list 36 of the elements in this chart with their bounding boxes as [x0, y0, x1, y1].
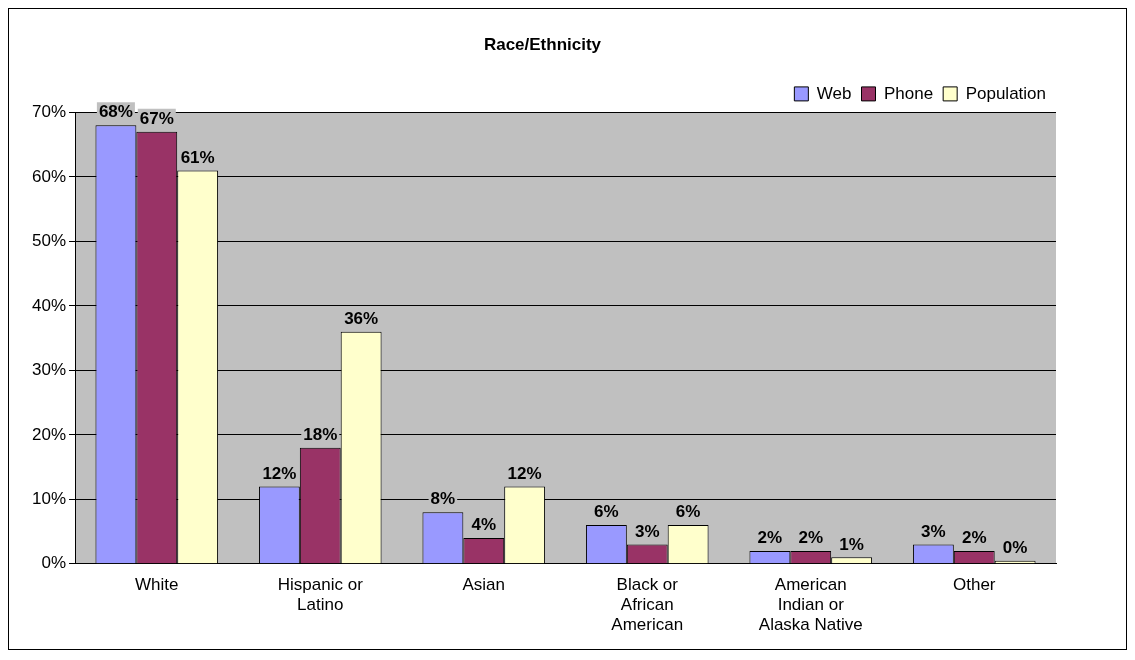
x-tick-label: White — [135, 574, 179, 594]
data-label: 6% — [594, 502, 619, 522]
legend-label: Phone — [884, 83, 934, 103]
data-label: 0% — [1002, 537, 1028, 557]
data-label: 36% — [344, 308, 379, 328]
data-label: 2% — [757, 528, 783, 548]
y-tick-label: 60% — [31, 166, 67, 186]
data-label: 3% — [921, 521, 946, 541]
data-label: 2% — [798, 528, 824, 548]
x-tick-label: American Indian or Alaska Native — [758, 574, 863, 635]
y-tick-label: 30% — [31, 360, 67, 380]
x-tick-label: Black or African American — [611, 574, 684, 635]
data-label: 67% — [139, 108, 174, 128]
data-label: 2% — [961, 528, 987, 548]
y-tick-label: 50% — [31, 231, 67, 251]
data-label: 3% — [634, 521, 660, 541]
legend-label: Web — [816, 83, 852, 103]
x-tick-label: Asian — [462, 574, 506, 594]
data-label: 12% — [507, 463, 542, 483]
y-tick-label: 20% — [31, 424, 67, 444]
data-label: 61% — [180, 147, 215, 167]
legend-label: Population — [965, 83, 1046, 103]
data-label: 18% — [303, 424, 338, 444]
data-label: 8% — [430, 489, 456, 509]
data-label: 6% — [675, 502, 701, 522]
data-label: 68% — [98, 102, 133, 122]
y-tick-label: 10% — [31, 489, 67, 508]
x-tick-label: Hispanic or Latino — [277, 574, 364, 615]
data-label: 1% — [839, 534, 864, 554]
chart-title: Race/Ethnicity — [483, 34, 602, 54]
data-label: 12% — [262, 463, 297, 483]
x-tick-label: Other — [952, 574, 996, 594]
y-tick-label: 40% — [31, 295, 67, 315]
y-tick-label: 70% — [31, 102, 67, 122]
y-tick-label: 0% — [41, 553, 67, 573]
data-label: 4% — [471, 515, 497, 535]
